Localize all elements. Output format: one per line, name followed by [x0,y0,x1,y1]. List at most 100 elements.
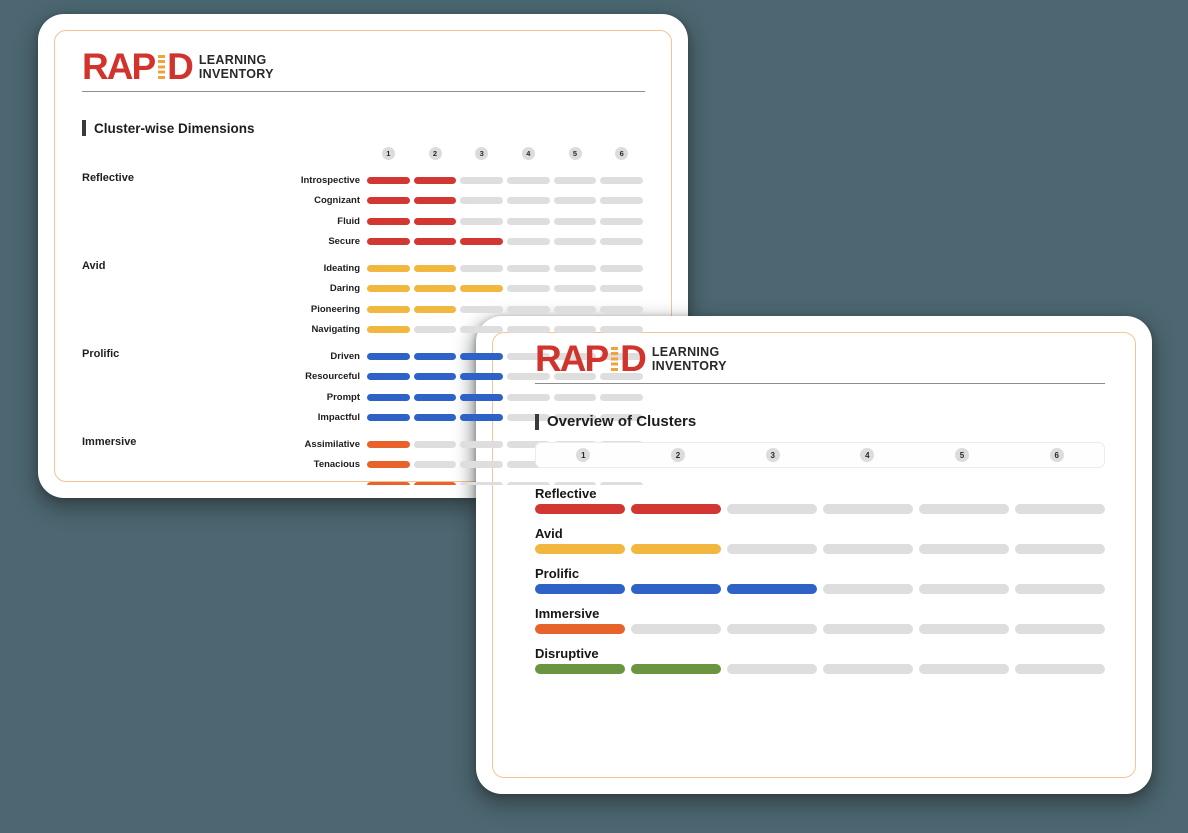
score-bar [535,504,1105,514]
score-segment-empty [600,414,644,422]
dimension-row: Driven [82,346,645,367]
dimensions-chart: 1 2 3 4 5 6 Reflective Introspective Cognizant F… [82,147,645,485]
dimension-label: Resourceful [305,371,360,383]
score-bar [367,238,644,246]
score-segment-filled [413,238,457,246]
score-segment-empty [413,326,457,334]
score-bar [367,373,644,381]
score-segment-empty [507,305,550,313]
score-segment-empty [919,664,1009,674]
overview-row-avid: Avid [535,526,1105,554]
dimension-label: Impactful [317,412,360,424]
column-header-cell: 6 [1009,443,1104,467]
logo-word-end: D [620,338,647,379]
score-segment-empty [460,264,504,272]
column-header-cell: 3 [725,443,820,467]
score-segment-empty [1015,624,1105,634]
cluster-dimensions-content: RAP D LEARNING INVENTORY Cluster-wise Di… [38,14,688,485]
dimension-row: Secure [82,232,645,253]
score-segment-filled [367,414,410,422]
logo-tagline-line2: INVENTORY [198,66,274,81]
score-segment-empty [460,305,504,313]
column-number-badge: 2 [671,448,685,462]
back-card-title-text: Cluster-wise Dimensions [94,120,255,136]
score-segment-filled [535,624,625,634]
front-card-title-text: Overview of Clusters [547,413,697,430]
dimension-label: Navigating [311,324,360,336]
score-segment-empty [413,461,457,469]
logo-dash-icon [611,347,619,372]
column-header-cell: 1 [536,443,631,467]
score-segment-empty [553,393,597,401]
score-bar [535,624,1105,634]
column-header-cell: 5 [554,147,597,160]
dimension-row: Pioneering [82,299,645,320]
column-number-badge: 6 [615,147,629,160]
cluster-name-label: Reflective [82,172,134,184]
score-segment-empty [507,197,550,205]
score-segment-filled [367,305,410,313]
score-bar [367,197,644,205]
logo-tagline-line1: LEARNING [651,345,720,359]
rapid-logo: RAP D LEARNING INVENTORY [535,338,1105,379]
score-segment-filled [631,544,721,554]
column-number-badge: 3 [475,147,489,160]
score-segment-empty [460,176,504,184]
score-segment-filled [460,373,504,381]
score-bar [367,176,644,184]
score-bar [367,352,644,360]
logo-tagline: LEARNING INVENTORY [651,345,727,373]
score-segment-empty [823,584,913,594]
cluster-dimensions-card: RAP D LEARNING INVENTORY Cluster-wise Di… [38,14,688,498]
rapid-logo: RAP D LEARNING INVENTORY [82,46,645,87]
cluster-section-avid: Avid Ideating Daring Pioneering Navigating [82,258,645,340]
score-segment-filled [460,285,504,293]
logo-tagline-line2: INVENTORY [651,358,727,373]
score-segment-empty [600,264,644,272]
column-header-row: 1 2 3 4 5 6 [367,147,643,160]
score-segment-empty [507,264,550,272]
column-number-badge: 5 [955,448,970,462]
heading-bar-icon [535,413,539,430]
overview-cluster-label: Avid [535,526,563,541]
score-segment-empty [507,238,550,246]
score-segment-filled [367,440,410,448]
score-segment-filled [367,393,410,401]
score-bar [535,544,1105,554]
column-number-badge: 6 [1049,448,1064,462]
column-number-badge: 2 [428,147,442,160]
score-segment-filled [413,414,457,422]
column-header-cell: 2 [631,443,726,467]
score-segment-filled [367,373,410,381]
logo-word-end: D [167,46,194,87]
header-divider [535,383,1105,384]
logo-word-start: RAP [82,46,156,87]
logo-word-start: RAP [535,338,609,379]
score-segment-empty [823,664,913,674]
score-segment-filled [367,238,410,246]
score-segment-filled [460,393,504,401]
score-segment-empty [507,217,550,225]
column-number-badge: 4 [521,147,535,160]
logo-dash-icon [158,55,166,80]
dimension-row: Fluid [82,211,645,232]
dimension-label: Fluid [337,215,360,227]
overview-cluster-label: Reflective [535,486,597,501]
dimension-label: Introspective [300,174,360,186]
score-segment-empty [553,264,597,272]
score-segment-filled [631,664,721,674]
column-header-cell: 5 [915,443,1010,467]
dimension-row: Cognizant [82,191,645,212]
score-segment-filled [413,373,457,381]
score-segment-empty [600,217,644,225]
score-segment-empty [600,352,644,360]
score-segment-empty [600,393,644,401]
score-segment-empty [553,326,597,334]
score-segment-empty [600,373,644,381]
column-number-badge: 4 [860,448,875,462]
score-bar [367,326,644,334]
score-segment-empty [1015,664,1105,674]
score-bar [367,305,644,313]
